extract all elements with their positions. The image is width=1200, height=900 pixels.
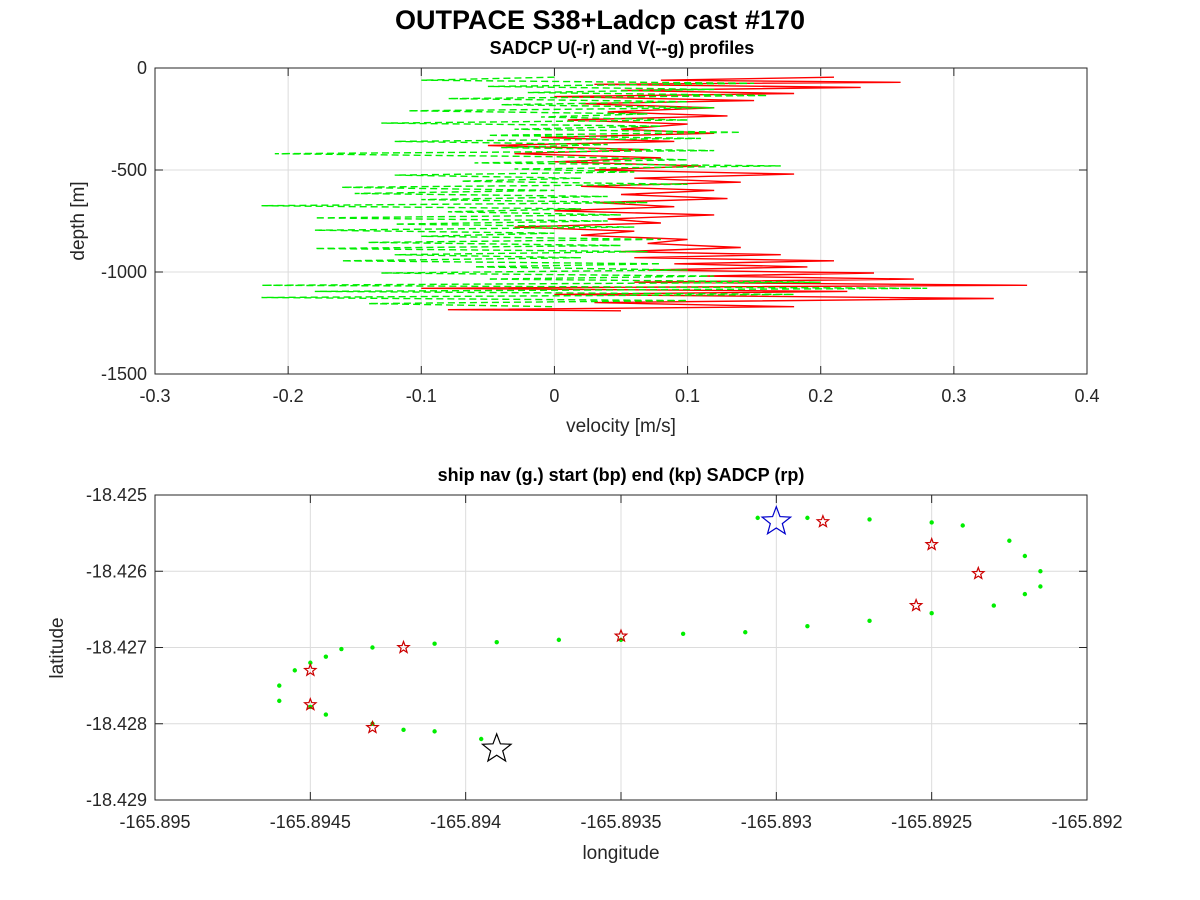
sadcp-point — [303, 696, 318, 711]
velocity-axes-frame — [154, 67, 1088, 375]
nav-point — [401, 727, 406, 733]
nav-point — [1007, 538, 1012, 543]
y-tick-label: -18.428 — [86, 714, 147, 734]
nav-point — [494, 639, 499, 645]
x-tick-label: -165.8925 — [891, 812, 972, 832]
nav-point — [479, 736, 484, 742]
nav-grid — [154, 494, 1088, 801]
nav-point — [556, 637, 562, 643]
velocity-profile-panel: SADCP U(-r) and V(--g) profiles -0.3 -0.2… — [68, 38, 1100, 437]
x-tick-label: 0.1 — [675, 386, 700, 406]
ship-nav-panel: ship nav (g.) start (bp) end (kp) SADCP … — [47, 465, 1123, 864]
nav-point — [432, 729, 437, 734]
y-tick-label: -18.426 — [86, 561, 147, 581]
nav-point — [960, 523, 965, 528]
nav-point — [339, 646, 344, 652]
nav-point — [292, 668, 297, 673]
x-tick-label: -165.8935 — [580, 812, 661, 832]
velocity-y-label: depth [m] — [68, 181, 89, 260]
nav-panel-title: ship nav (g.) start (bp) end (kp) SADCP … — [438, 465, 805, 485]
start-marker — [760, 504, 793, 536]
sadcp-point — [815, 513, 831, 528]
x-tick-label: -165.895 — [119, 812, 190, 832]
nav-point — [432, 641, 437, 646]
nav-tick-labels: -165.895 -165.8945 -165.894 -165.8935 -165.8… — [86, 485, 1123, 832]
sadcp-point — [365, 719, 380, 734]
x-tick-label: -165.893 — [741, 812, 812, 832]
sadcp-point — [924, 536, 940, 551]
sadcp-point — [396, 639, 411, 654]
velocity-panel-title: SADCP U(-r) and V(--g) profiles — [490, 38, 755, 58]
nav-point — [929, 610, 934, 616]
x-tick-label: 0.4 — [1074, 386, 1099, 406]
nav-point — [1038, 569, 1043, 574]
sadcp-point — [303, 662, 318, 677]
nav-point — [370, 645, 375, 650]
x-tick-label: -0.3 — [139, 386, 170, 406]
y-tick-label: -1000 — [101, 262, 147, 282]
nav-point — [867, 618, 872, 624]
x-tick-label: -165.892 — [1051, 812, 1122, 832]
nav-point — [680, 631, 686, 636]
sadcp-point — [908, 597, 924, 612]
nav-point — [755, 515, 760, 521]
sadcp-point — [613, 628, 629, 643]
sadcp-point — [970, 565, 986, 580]
velocity-x-label: velocity [m/s] — [566, 416, 676, 437]
x-tick-label: 0.2 — [808, 386, 833, 406]
nav-point — [323, 654, 329, 659]
nav-point — [991, 603, 996, 608]
nav-point — [867, 517, 872, 522]
y-tick-label: -18.427 — [86, 638, 147, 658]
nav-point — [1022, 591, 1028, 597]
velocity-tick-labels: -0.3 -0.2 -0.1 0 0.1 0.2 0.3 0.4 -1500 -1000 -500 0 — [101, 58, 1100, 406]
nav-series-group — [277, 504, 1043, 763]
nav-point — [805, 515, 810, 521]
nav-point — [277, 683, 282, 688]
x-tick-label: -165.894 — [430, 812, 501, 832]
nav-point — [1038, 584, 1043, 589]
nav-point — [743, 630, 748, 635]
figure-title: OUTPACE S38+Ladcp cast #170 — [395, 5, 805, 35]
x-tick-label: -165.8945 — [270, 812, 351, 832]
nav-point — [805, 623, 810, 629]
nav-x-label: longitude — [582, 843, 659, 864]
y-tick-label: -1500 — [101, 364, 147, 384]
nav-point — [1022, 553, 1028, 559]
y-tick-label: -18.425 — [86, 485, 147, 505]
x-tick-label: 0 — [549, 386, 559, 406]
velocity-series-group — [261, 76, 1028, 312]
end-marker — [480, 732, 513, 763]
nav-point — [277, 698, 282, 704]
y-tick-label: 0 — [137, 58, 147, 78]
u-profile-line — [421, 76, 1028, 312]
x-tick-label: -0.1 — [406, 386, 437, 406]
y-tick-label: -18.429 — [86, 790, 147, 810]
y-tick-label: -500 — [111, 160, 147, 180]
x-tick-label: 0.3 — [941, 386, 966, 406]
nav-point — [323, 712, 329, 717]
nav-point — [929, 520, 934, 525]
nav-point — [308, 660, 313, 665]
nav-y-label: latitude — [47, 617, 68, 678]
x-tick-label: -0.2 — [273, 386, 304, 406]
v-profile-line — [261, 76, 928, 308]
